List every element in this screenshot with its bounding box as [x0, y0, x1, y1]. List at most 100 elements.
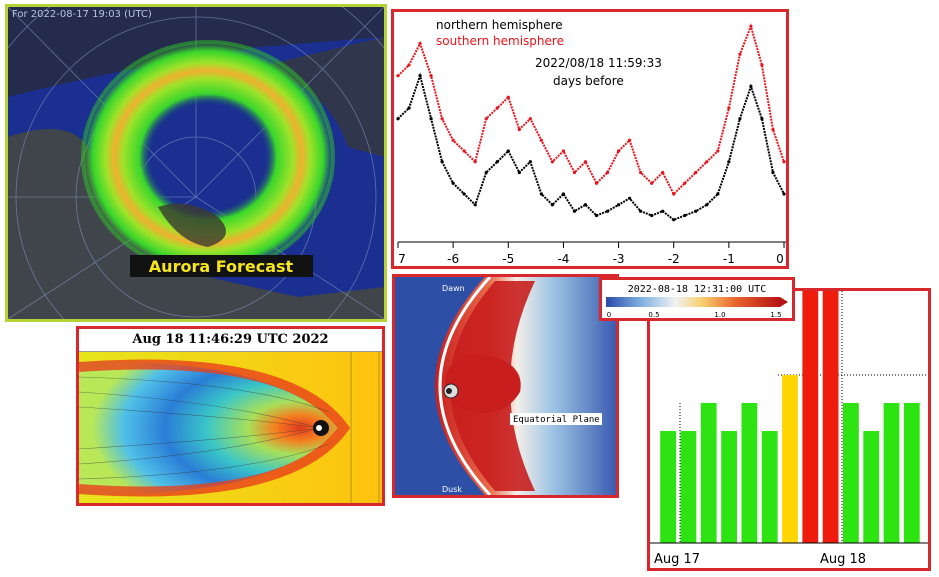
data-point: [528, 117, 532, 121]
colorbar-tick-label: 1.5: [770, 311, 781, 318]
data-point: [418, 41, 422, 46]
data-point: [407, 106, 411, 110]
data-point: [583, 203, 588, 207]
x-tick-label: -3: [613, 252, 625, 266]
data-point: [738, 52, 742, 56]
kp-bar: [802, 291, 819, 543]
data-point: [616, 149, 621, 153]
data-point: [418, 74, 422, 78]
data-point: [760, 63, 764, 67]
equatorial-plane-label: Equatorial Plane: [513, 415, 600, 425]
data-point: [451, 181, 455, 185]
data-point: [550, 160, 554, 164]
data-point: [650, 213, 654, 218]
data-point: [506, 95, 510, 99]
data-point: [705, 160, 709, 164]
data-point: [616, 203, 621, 207]
data-point: [506, 149, 510, 153]
data-point: [749, 84, 753, 89]
equatorial-plane-image: Dawn Dusk Equatorial Plane: [395, 277, 616, 495]
data-point: [572, 170, 577, 175]
data-point: [749, 24, 753, 28]
hemispheric-power-chart: northern hemisphere southern hemisphere …: [396, 18, 786, 266]
data-point: [396, 117, 400, 121]
kp-bar: [863, 431, 880, 543]
kp-index-chart: Aug 17 Aug 18: [650, 291, 928, 568]
kp-bar: [782, 375, 798, 543]
data-point: [572, 209, 577, 213]
data-point: [727, 160, 731, 164]
x-tick-label: -6: [447, 252, 459, 266]
hemispheric-power-panel: northern hemisphere southern hemisphere …: [391, 9, 789, 269]
data-point: [473, 203, 477, 207]
data-point: [594, 181, 599, 185]
data-point: [782, 160, 786, 164]
dusk-label: Dusk: [442, 485, 462, 494]
series-line-northern: [397, 72, 785, 221]
data-point: [484, 170, 488, 175]
data-point: [705, 203, 709, 207]
magnetosphere-title: Aug 18 11:46:29 UTC 2022: [79, 329, 382, 352]
data-point: [594, 213, 599, 218]
aurora-map: For 2022-08-17 19:03 (UTC) Aurora Foreca…: [8, 7, 384, 319]
data-point: [473, 160, 477, 164]
plot-datetime: 2022/08/18 11:59:33: [535, 56, 662, 70]
aurora-timestamp: For 2022-08-17 19:03 (UTC): [12, 9, 152, 20]
data-point: [683, 181, 687, 185]
x-tick-label: -5: [502, 252, 514, 266]
data-point: [661, 209, 665, 213]
kp-bar: [843, 403, 859, 543]
x-axis-label: days before: [553, 74, 624, 88]
data-point: [639, 170, 643, 175]
legend-northern: northern hemisphere: [436, 18, 563, 32]
x-tick-label: -4: [557, 252, 569, 266]
legend-southern: southern hemisphere: [436, 34, 564, 48]
dawn-label: Dawn: [442, 284, 465, 293]
magnetosphere-image: [79, 352, 382, 503]
kp-bar: [741, 403, 758, 543]
data-point: [429, 74, 433, 78]
kp-bar: [721, 431, 737, 543]
data-point: [738, 117, 742, 121]
x-tick-label: -2: [668, 252, 680, 266]
data-point: [716, 192, 720, 196]
kp-bar: [660, 431, 676, 543]
data-point: [528, 160, 532, 164]
data-point: [639, 209, 643, 213]
kp-index-panel: Aug 17 Aug 18: [647, 288, 931, 571]
aurora-label: Aurora Forecast: [149, 257, 294, 276]
data-point: [440, 117, 444, 121]
kp-bar: [822, 291, 839, 543]
data-point: [771, 170, 775, 175]
data-point: [683, 213, 687, 218]
data-point: [495, 106, 499, 110]
data-point: [462, 192, 466, 196]
equatorial-plane-panel: Dawn Dusk Equatorial Plane: [392, 274, 619, 498]
colorbar-tick-label: 1.0: [714, 311, 725, 318]
data-point: [716, 149, 720, 153]
data-point: [694, 170, 698, 175]
data-point: [451, 138, 455, 142]
data-point: [462, 149, 466, 153]
data-point: [583, 160, 588, 164]
data-point: [771, 127, 775, 132]
data-point: [517, 170, 521, 175]
colorbar-legend: 2022-08-18 12:31:00 UTC 0 0.5 1.0 1.5: [606, 284, 788, 318]
kp-bar: [761, 431, 778, 543]
kp-bar: [883, 403, 900, 543]
data-point: [429, 117, 433, 121]
x-tick-label: -1: [723, 252, 735, 266]
aurora-forecast-panel: For 2022-08-17 19:03 (UTC) Aurora Foreca…: [5, 4, 387, 322]
data-point: [661, 170, 665, 175]
data-point: [694, 209, 698, 213]
data-point: [782, 192, 786, 196]
data-point: [484, 117, 488, 121]
data-point: [550, 203, 554, 207]
data-point: [650, 181, 654, 185]
x-tick-label: 7: [398, 252, 406, 266]
data-point: [628, 138, 632, 142]
data-point: [517, 127, 521, 132]
data-point: [727, 106, 731, 110]
kp-bar: [903, 403, 920, 543]
data-point: [628, 196, 632, 200]
